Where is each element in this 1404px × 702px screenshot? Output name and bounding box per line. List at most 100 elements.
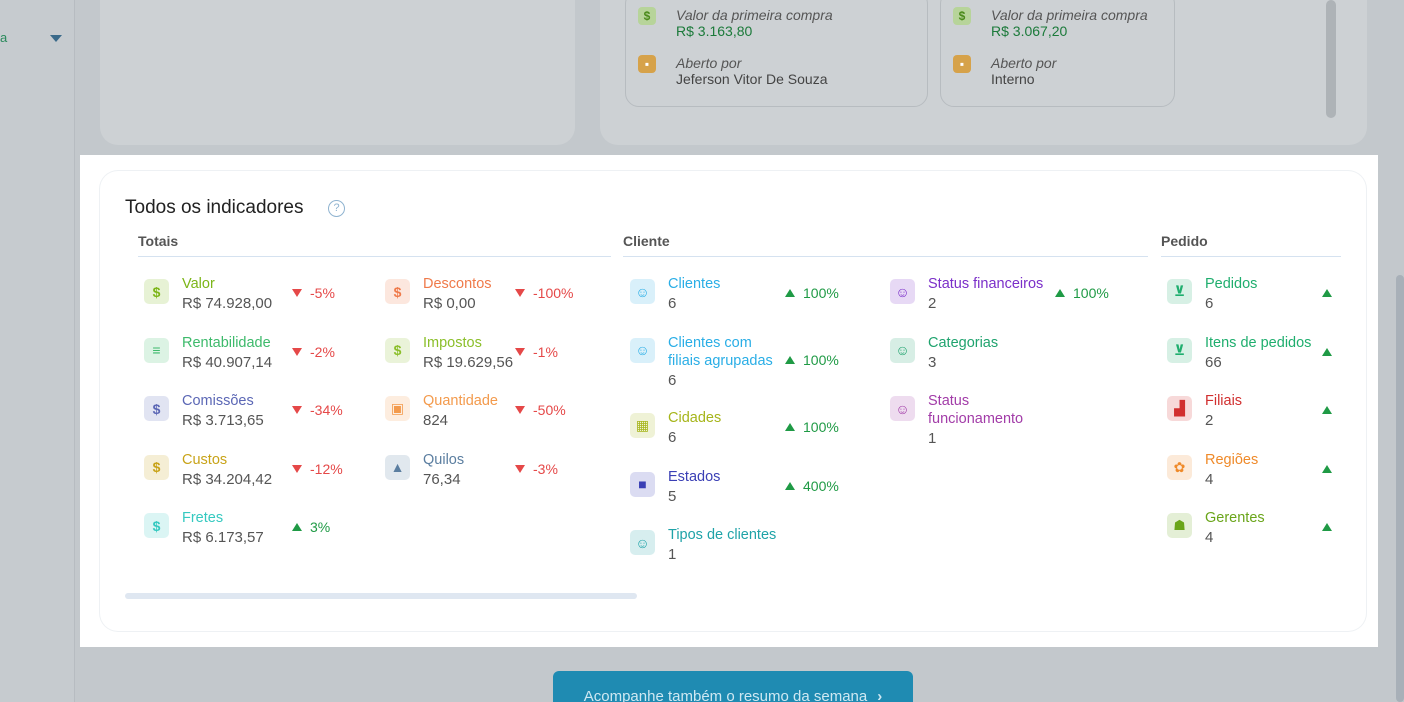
triangle-up-icon [785, 481, 795, 490]
triangle-down-icon [515, 406, 525, 414]
indicator-name: Custos [182, 451, 228, 468]
background-card-left [100, 0, 575, 145]
trend-value: 100% [1073, 285, 1109, 301]
indicator-item[interactable]: ✿ Regiões 4 [1167, 451, 1347, 501]
trend-indicator: 100% [785, 285, 839, 301]
indicator-name: Estados [668, 468, 721, 485]
indicator-name: Descontos [423, 276, 492, 292]
indicator-item[interactable]: ▲ Quilos 76,34 -3% [385, 451, 585, 501]
indicator-icon: ✿ [1167, 454, 1192, 480]
indicator-item[interactable]: ≡ Rentabilidade R$ 40.907,14 -2% [144, 334, 344, 384]
first-purchase-value: R$ 3.163,80 [676, 23, 753, 39]
trend-indicator [1322, 344, 1340, 360]
indicator-name: Quantidade [423, 393, 498, 409]
triangle-up-icon [785, 355, 795, 364]
indicator-value: 824 [423, 412, 449, 429]
indicator-value: 6 [668, 429, 677, 446]
indicator-item[interactable]: ■ Estados 5 400% [630, 468, 860, 518]
indicator-item[interactable]: ▦ Cidades 6 100% [630, 409, 860, 459]
indicator-item[interactable]: $ Custos R$ 34.204,42 -12% [144, 451, 344, 501]
weekly-summary-button[interactable]: Acompanhe também o resumo da semana › [553, 671, 913, 702]
indicator-item[interactable]: ▟ Filiais 2 [1167, 392, 1347, 442]
section-cliente: Cliente [623, 233, 1148, 257]
indicator-name: Regiões [1205, 451, 1259, 468]
indicator-name: Clientes com filiais agrupadas [668, 334, 773, 370]
indicator-item[interactable]: $ Comissões R$ 3.713,65 -34% [144, 392, 344, 442]
triangle-up-icon [1055, 289, 1065, 297]
trend-indicator [1322, 519, 1340, 535]
opened-by-label: Aberto por [676, 55, 742, 71]
indicator-item[interactable]: ☺ Status financeiros 2 100% [890, 275, 1120, 325]
sidebar-fragment-text[interactable]: a [0, 30, 8, 45]
trend-indicator: -5% [292, 285, 335, 301]
indicator-value: 3 [928, 353, 937, 371]
first-purchase-card: $ Valor da primeira compra R$ 3.163,80 ▪… [625, 0, 928, 107]
indicator-item[interactable]: $ Valor R$ 74.928,00 -5% [144, 275, 344, 325]
indicator-name: Filiais [1205, 393, 1243, 409]
indicator-value: 6 [668, 371, 677, 389]
indicator-value: 5 [668, 487, 677, 505]
indicator-icon: $ [385, 337, 410, 363]
trend-indicator: 3% [292, 519, 330, 535]
chevron-down-icon[interactable] [50, 35, 62, 42]
triangle-up-icon [1322, 289, 1332, 297]
indicator-name: Impostos [423, 334, 482, 351]
indicator-icon: ▦ [630, 413, 655, 438]
opened-by-label: Aberto por [991, 55, 1057, 71]
indicator-icon: $ [144, 396, 169, 421]
indicator-icon: ⊻ [1167, 337, 1192, 363]
indicator-item[interactable]: ☺ Categorias 3 [890, 334, 1120, 384]
indicator-name: Fretes [182, 510, 224, 526]
triangle-down-icon [292, 406, 302, 414]
indicator-value: R$ 19.629,56 [423, 353, 514, 371]
indicator-item[interactable]: ☺ Tipos de clientes 1 [630, 526, 860, 576]
trend-indicator [1322, 285, 1340, 301]
indicator-value: 4 [1205, 470, 1214, 488]
indicator-item[interactable]: $ Impostos R$ 19.629,56 -1% [385, 334, 585, 384]
indicator-value: 1 [668, 546, 677, 563]
trend-value: -1% [533, 343, 558, 360]
card-scrollbar[interactable] [1326, 0, 1336, 118]
trend-indicator: 100% [785, 352, 839, 368]
trend-value: -2% [310, 343, 335, 360]
indicator-value: 6 [668, 295, 677, 312]
indicator-item[interactable]: $ Descontos R$ 0,00 -100% [385, 275, 585, 325]
left-sidebar: a [0, 0, 75, 702]
indicator-item[interactable]: ☺ Clientes 6 100% [630, 275, 860, 325]
triangle-down-icon [515, 289, 525, 297]
indicator-item[interactable]: ☗ Gerentes 4 [1167, 509, 1347, 559]
opened-by-value: Jeferson Vitor De Souza [676, 71, 828, 87]
page-scrollbar[interactable] [1396, 275, 1404, 702]
indicator-item[interactable]: ▣ Quantidade 824 -50% [385, 392, 585, 442]
trend-indicator: 100% [785, 419, 839, 435]
chevron-right-icon: › [877, 688, 883, 702]
trend-indicator: 100% [1055, 285, 1109, 301]
indicator-icon: $ [385, 279, 410, 304]
trend-indicator: -12% [292, 461, 343, 477]
trend-value: -34% [310, 402, 343, 418]
indicator-item[interactable]: ⊻ Itens de pedidos 66 [1167, 334, 1347, 384]
indicator-name: Categorias [928, 334, 999, 351]
triangle-down-icon [515, 464, 525, 473]
triangle-down-icon [515, 347, 525, 356]
indicator-item[interactable]: ⊻ Pedidos 6 [1167, 275, 1347, 325]
indicator-icon: ▣ [385, 396, 410, 421]
indicator-item[interactable]: ☺ Status funcionamento 1 [890, 392, 1120, 447]
trend-value: 100% [803, 285, 839, 301]
indicator-value: 1 [928, 430, 937, 447]
indicator-item[interactable]: ☺ Clientes com filiais agrupadas 6 100% [630, 334, 860, 389]
first-purchase-card: $ Valor da primeira compra R$ 3.067,20 ▪… [940, 0, 1175, 107]
indicator-name: Clientes [668, 276, 721, 292]
indicator-item[interactable]: $ Fretes R$ 6.173,57 3% [144, 509, 344, 559]
trend-value: 400% [803, 477, 839, 494]
triangle-down-icon [292, 289, 302, 297]
help-icon[interactable]: ? [328, 200, 345, 217]
trend-indicator [1322, 402, 1340, 418]
triangle-up-icon [1322, 406, 1332, 414]
trend-value: -100% [533, 285, 574, 301]
horizontal-scrollbar[interactable] [125, 593, 637, 599]
indicator-name: Cidades [668, 410, 722, 426]
trend-indicator: -50% [515, 402, 566, 418]
indicator-icon: $ [144, 513, 169, 538]
triangle-down-icon [292, 347, 302, 356]
